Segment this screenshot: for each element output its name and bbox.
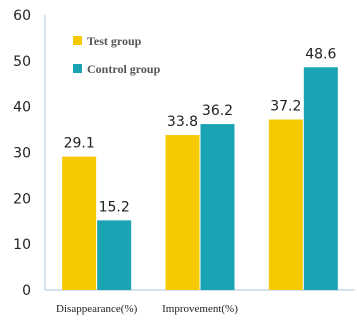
y-tick-labels: 0 10 20 30 40 50 60 (13, 8, 31, 299)
data-label: 29.1 (64, 136, 95, 152)
bar-control-group (303, 67, 338, 290)
x-category-label: Improvement(%) (162, 303, 238, 315)
data-label: 33.8 (167, 114, 198, 130)
y-tick-label: 40 (13, 100, 31, 116)
data-label: 48.6 (305, 46, 336, 62)
y-tick-label: 20 (13, 191, 31, 207)
data-labels: 29.1 15.2 33.836.2 37.2 48.6 (64, 46, 337, 215)
bar-control-group (97, 220, 132, 290)
bar-test-group (268, 119, 303, 290)
x-category-label: Disappearance(%) (56, 303, 138, 315)
bar-test-group (62, 156, 97, 290)
legend-swatch (73, 36, 82, 45)
y-tick-label: 0 (22, 283, 31, 299)
legend: Test group Control group (73, 34, 161, 76)
bar-control-group (200, 124, 235, 290)
y-tick-label: 60 (13, 8, 31, 24)
y-tick-label: 50 (13, 54, 31, 70)
data-label: 36.2 (202, 103, 233, 119)
legend-label: Control group (87, 62, 161, 76)
y-tick-label: 30 (13, 146, 31, 162)
bars (62, 67, 338, 290)
axes (44, 15, 355, 291)
x-tick-labels: Disappearance(%) Improvement(%) (56, 303, 238, 315)
legend-label: Test group (87, 34, 142, 48)
data-label: 15.2 (99, 199, 130, 215)
legend-swatch (73, 64, 82, 73)
bar-test-group (165, 135, 200, 290)
data-label: 37.2 (270, 99, 301, 115)
y-tick-label: 10 (13, 237, 31, 253)
